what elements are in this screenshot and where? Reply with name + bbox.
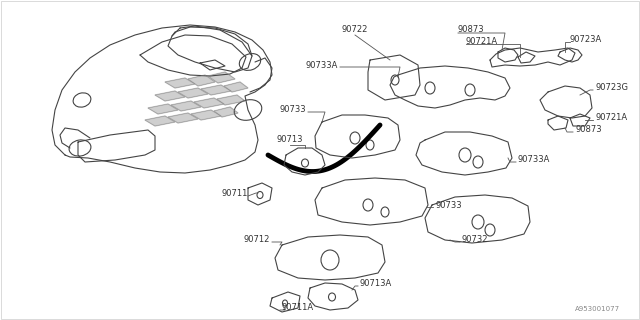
Text: 90712: 90712 <box>244 236 270 244</box>
Text: 90873: 90873 <box>458 26 484 35</box>
Text: 90732: 90732 <box>462 236 488 244</box>
Polygon shape <box>217 95 245 105</box>
Polygon shape <box>194 98 224 108</box>
Text: 90733: 90733 <box>435 201 461 210</box>
Text: 90711A: 90711A <box>282 303 314 313</box>
Polygon shape <box>178 88 208 98</box>
Polygon shape <box>165 78 195 88</box>
Polygon shape <box>188 75 215 86</box>
Text: 90723G: 90723G <box>595 84 628 92</box>
Text: 90721A: 90721A <box>595 114 627 123</box>
Text: A953001077: A953001077 <box>575 306 620 312</box>
Polygon shape <box>168 113 198 123</box>
Polygon shape <box>224 82 248 92</box>
Polygon shape <box>214 107 238 117</box>
Text: 90733A: 90733A <box>518 156 550 164</box>
Polygon shape <box>171 101 201 111</box>
Polygon shape <box>148 104 178 114</box>
Text: 90873: 90873 <box>575 125 602 134</box>
Text: 90721A: 90721A <box>466 37 498 46</box>
Polygon shape <box>201 85 231 95</box>
Polygon shape <box>155 91 185 101</box>
Polygon shape <box>191 110 221 120</box>
Text: 90711: 90711 <box>222 188 248 197</box>
Text: 90713A: 90713A <box>360 279 392 289</box>
Text: 90723A: 90723A <box>570 36 602 44</box>
Text: 90733A: 90733A <box>306 60 338 69</box>
Polygon shape <box>208 72 235 83</box>
Text: 90713: 90713 <box>276 135 303 145</box>
Text: 90733: 90733 <box>280 106 306 115</box>
Text: 90722: 90722 <box>342 26 368 35</box>
Polygon shape <box>145 116 175 126</box>
